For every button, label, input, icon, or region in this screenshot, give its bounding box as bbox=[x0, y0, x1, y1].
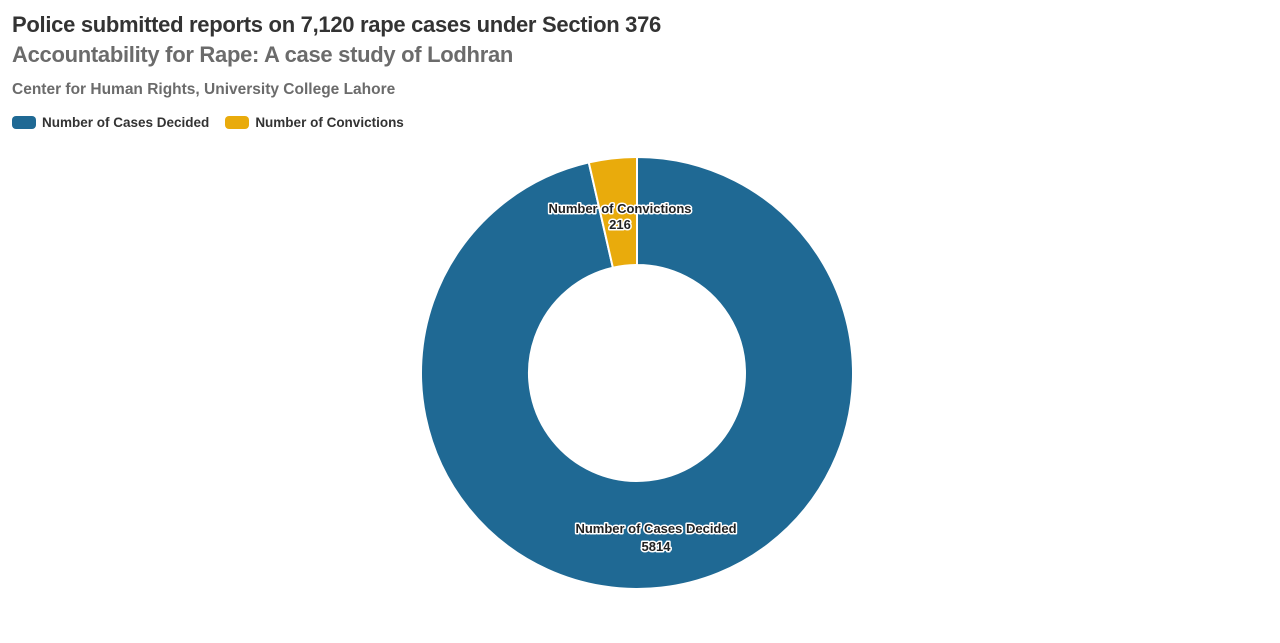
legend-item-convictions[interactable]: Number of Convictions bbox=[225, 115, 404, 130]
slice-label-convictions-name: Number of Convictions bbox=[548, 201, 691, 216]
chart-source: Center for Human Rights, University Coll… bbox=[12, 81, 396, 98]
chart-title: Police submitted reports on 7,120 rape c… bbox=[12, 12, 661, 37]
donut-labels: Number of Convictions 216 Number of Case… bbox=[547, 200, 738, 556]
slice-label-cases-decided-value: 5814 bbox=[642, 539, 672, 554]
legend-item-cases-decided[interactable]: Number of Cases Decided bbox=[12, 115, 209, 130]
donut-slices bbox=[420, 155, 854, 590]
legend-swatch-cases-decided bbox=[12, 116, 36, 129]
slice-label-cases-decided-name: Number of Cases Decided bbox=[575, 521, 736, 536]
donut-slice-convictions[interactable] bbox=[587, 155, 638, 269]
chart-legend: Number of Cases Decided Number of Convic… bbox=[12, 115, 404, 130]
donut-slice-cases-decided[interactable] bbox=[420, 155, 854, 590]
slice-label-convictions-value: 216 bbox=[609, 217, 631, 232]
legend-label: Number of Cases Decided bbox=[42, 115, 210, 130]
legend-label: Number of Convictions bbox=[255, 115, 404, 130]
chart-subtitle: Accountability for Rape: A case study of… bbox=[12, 42, 514, 67]
legend-swatch-convictions bbox=[225, 116, 250, 129]
